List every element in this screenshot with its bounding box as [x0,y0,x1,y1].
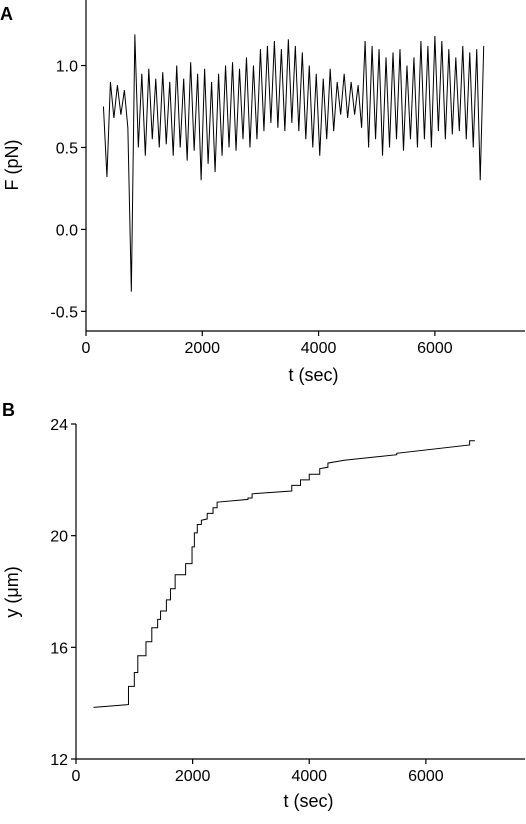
y-tick-label: 20 [50,529,68,546]
y-tick-label: 24 [50,417,68,434]
data-line [93,440,475,708]
y-tick-label: 1.0 [56,59,78,76]
x-tick-label: 0 [72,768,81,785]
x-axis-label: t (sec) [283,791,333,811]
panel-label: A [0,4,13,24]
panel-label: B [2,400,15,420]
x-tick-label: 2000 [184,340,220,357]
y-tick-label: 0.0 [56,222,78,239]
x-tick-label: 4000 [301,340,337,357]
y-axis-label: F (pN) [2,140,22,191]
y-tick-label: -0.5 [50,304,78,321]
data-line [102,34,485,292]
x-tick-label: 6000 [408,768,444,785]
x-axis-label: t (sec) [288,365,338,385]
y-axis-label: y (μm) [2,566,22,617]
x-tick-label: 0 [82,340,91,357]
x-tick-label: 4000 [291,768,327,785]
y-tick-label: 16 [50,640,68,657]
y-tick-label: 12 [50,752,68,769]
x-tick-label: 6000 [417,340,453,357]
y-tick-label: 0.5 [56,140,78,157]
x-tick-label: 2000 [175,768,211,785]
